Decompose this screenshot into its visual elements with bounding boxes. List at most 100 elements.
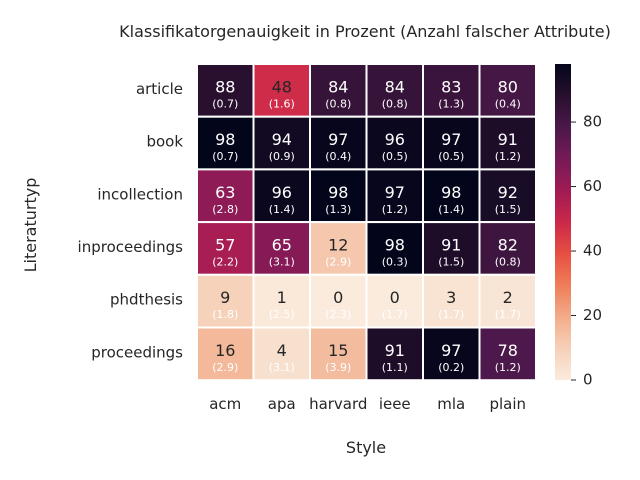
y-tick-labels: article book incollection inproceedings phdt… bbox=[78, 80, 184, 362]
heatmap-cell bbox=[252, 168, 311, 224]
cell-annotation-label: (1.8) bbox=[212, 308, 238, 321]
cell-value-label: 0 bbox=[390, 288, 400, 307]
cell-value-label: 97 bbox=[441, 341, 461, 360]
cell-value-label: 57 bbox=[215, 235, 235, 254]
cell-value-label: 0 bbox=[333, 288, 343, 307]
cell-value-label: 94 bbox=[272, 130, 292, 149]
cell-annotation-label: (0.5) bbox=[382, 150, 408, 163]
x-tick-label: ieee bbox=[379, 395, 411, 413]
heatmap-cell bbox=[422, 273, 481, 329]
x-axis-label: Style bbox=[346, 438, 386, 457]
cell-annotation-label: (0.9) bbox=[269, 150, 295, 163]
cell-annotation-label: (1.6) bbox=[269, 97, 295, 110]
y-tick-label: incollection bbox=[97, 185, 183, 203]
heatmap-cell bbox=[478, 63, 537, 118]
x-tick-label: harvard bbox=[309, 395, 367, 413]
cell-annotation-label: (1.4) bbox=[269, 203, 295, 216]
cell-annotation-label: (1.5) bbox=[438, 255, 464, 268]
cell-value-label: 4 bbox=[277, 341, 287, 360]
x-tick-label: plain bbox=[489, 395, 526, 413]
cell-annotation-label: (0.5) bbox=[438, 150, 464, 163]
heatmap-cell bbox=[365, 168, 424, 224]
colorbar: 0 20 40 60 80 bbox=[555, 64, 602, 389]
chart-title: Klassifikatorgenauigkeit in Prozent (Anz… bbox=[119, 22, 611, 41]
cell-value-label: 88 bbox=[215, 77, 235, 96]
cell-annotation-label: (2.5) bbox=[269, 308, 295, 321]
cell-annotation-label: (0.7) bbox=[212, 150, 238, 163]
heatmap-cell bbox=[196, 221, 255, 276]
heatmap-cell bbox=[196, 63, 255, 118]
heatmap-cell bbox=[478, 115, 537, 171]
cell-value-label: 12 bbox=[328, 235, 348, 254]
heatmap-cells: 88(0.7)48(1.6)84(0.8)84(0.8)83(1.3)80(0.… bbox=[196, 63, 537, 382]
y-tick-label: book bbox=[146, 133, 183, 151]
colorbar-gradient bbox=[555, 64, 571, 380]
cell-annotation-label: (0.8) bbox=[495, 255, 521, 268]
cell-annotation-label: (1.7) bbox=[495, 308, 521, 321]
heatmap-cell bbox=[252, 115, 311, 171]
cell-value-label: 80 bbox=[498, 77, 518, 96]
heatmap-cell bbox=[422, 168, 481, 224]
heatmap-cell bbox=[478, 168, 537, 224]
cell-annotation-label: (0.8) bbox=[382, 97, 408, 110]
cell-value-label: 97 bbox=[328, 130, 348, 149]
heatmap-cell bbox=[365, 115, 424, 171]
cell-annotation-label: (0.4) bbox=[325, 150, 351, 163]
cell-annotation-label: (1.2) bbox=[382, 203, 408, 216]
cell-value-label: 91 bbox=[441, 235, 461, 254]
colorbar-tick-label: 60 bbox=[583, 177, 602, 195]
cell-value-label: 92 bbox=[498, 183, 518, 202]
x-tick-label: mla bbox=[437, 395, 465, 413]
colorbar-tick-label: 20 bbox=[583, 306, 602, 324]
cell-value-label: 3 bbox=[446, 288, 456, 307]
cell-value-label: 15 bbox=[328, 341, 348, 360]
cell-annotation-label: (0.2) bbox=[438, 361, 464, 374]
colorbar-tick-label: 40 bbox=[583, 242, 602, 260]
cell-value-label: 82 bbox=[498, 235, 518, 254]
heatmap-cell bbox=[478, 221, 537, 276]
heatmap-cell bbox=[252, 221, 311, 276]
cell-annotation-label: (1.3) bbox=[438, 97, 464, 110]
cell-annotation-label: (1.5) bbox=[495, 203, 521, 216]
cell-value-label: 98 bbox=[215, 130, 235, 149]
cell-annotation-label: (2.9) bbox=[325, 255, 351, 268]
cell-value-label: 98 bbox=[441, 183, 461, 202]
cell-annotation-label: (0.4) bbox=[495, 97, 521, 110]
cell-annotation-label: (1.7) bbox=[382, 308, 408, 321]
cell-value-label: 63 bbox=[215, 183, 235, 202]
cell-annotation-label: (3.9) bbox=[325, 361, 351, 374]
cell-annotation-label: (0.7) bbox=[212, 97, 238, 110]
heatmap-cell bbox=[365, 221, 424, 276]
cell-value-label: 1 bbox=[277, 288, 287, 307]
cell-annotation-label: (2.8) bbox=[212, 203, 238, 216]
cell-annotation-label: (2.3) bbox=[325, 308, 351, 321]
y-tick-label: article bbox=[136, 80, 183, 98]
heatmap-cell bbox=[478, 273, 537, 329]
cell-annotation-label: (3.1) bbox=[269, 361, 295, 374]
cell-value-label: 65 bbox=[272, 235, 292, 254]
cell-value-label: 91 bbox=[498, 130, 518, 149]
cell-value-label: 16 bbox=[215, 341, 235, 360]
cell-annotation-label: (1.3) bbox=[325, 203, 351, 216]
cell-value-label: 84 bbox=[385, 77, 405, 96]
heatmap-cell bbox=[309, 221, 368, 276]
cell-value-label: 91 bbox=[385, 341, 405, 360]
y-tick-label: inproceedings bbox=[78, 238, 184, 256]
colorbar-tick-label: 0 bbox=[583, 371, 593, 389]
cell-annotation-label: (1.1) bbox=[382, 361, 408, 374]
y-tick-label: phdthesis bbox=[110, 291, 183, 309]
cell-annotation-label: (1.7) bbox=[438, 308, 464, 321]
heatmap-cell bbox=[196, 326, 255, 382]
cell-value-label: 2 bbox=[503, 288, 513, 307]
cell-annotation-label: (2.2) bbox=[212, 255, 238, 268]
heatmap-cell bbox=[365, 326, 424, 382]
cell-value-label: 97 bbox=[441, 130, 461, 149]
cell-value-label: 98 bbox=[385, 235, 405, 254]
cell-annotation-label: (1.2) bbox=[495, 361, 521, 374]
heatmap-cell bbox=[422, 221, 481, 276]
cell-value-label: 78 bbox=[498, 341, 518, 360]
heatmap-cell bbox=[422, 326, 481, 382]
cell-value-label: 97 bbox=[385, 183, 405, 202]
cell-annotation-label: (2.9) bbox=[212, 361, 238, 374]
